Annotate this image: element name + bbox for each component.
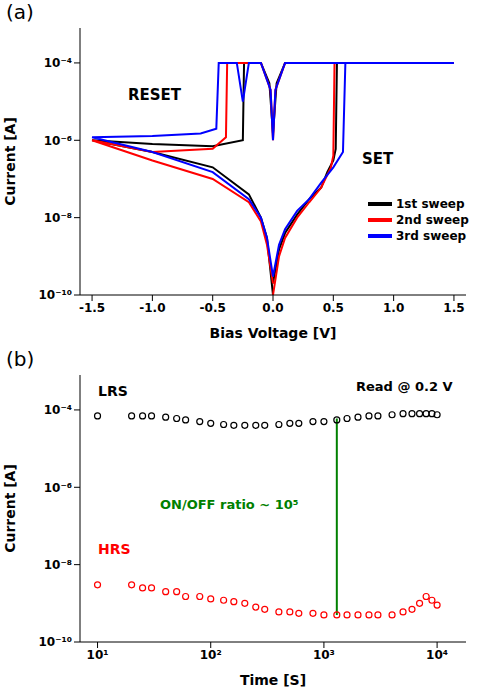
svg-text:Bias Voltage [V]: Bias Voltage [V] bbox=[210, 325, 337, 341]
svg-text:-1.5: -1.5 bbox=[79, 301, 105, 315]
svg-text:10⁻⁶: 10⁻⁶ bbox=[44, 134, 72, 148]
svg-text:-1.0: -1.0 bbox=[139, 301, 165, 315]
svg-text:0.0: 0.0 bbox=[262, 301, 283, 315]
html-text:LRS: LRS bbox=[98, 383, 128, 399]
svg-text:0.5: 0.5 bbox=[323, 301, 344, 315]
svg-text:10⁻⁸: 10⁻⁸ bbox=[44, 211, 72, 225]
svg-text:1.5: 1.5 bbox=[443, 301, 464, 315]
html-text:(a): (a) bbox=[6, 0, 34, 24]
html-text:HRS: HRS bbox=[98, 541, 131, 557]
svg-text:1.0: 1.0 bbox=[383, 301, 404, 315]
html-text:1st sweep: 1st sweep bbox=[396, 197, 465, 211]
svg-text:Current [A]: Current [A] bbox=[2, 464, 18, 553]
svg-text:10¹: 10¹ bbox=[87, 648, 109, 662]
svg-text:10⁻⁸: 10⁻⁸ bbox=[44, 558, 72, 572]
html-text:Read @ 0.2 V: Read @ 0.2 V bbox=[356, 379, 453, 394]
svg-text:Current [A]: Current [A] bbox=[2, 117, 18, 206]
svg-text:Time [S]: Time [S] bbox=[240, 672, 306, 688]
svg-text:10²: 10² bbox=[200, 648, 222, 662]
html-text:(b): (b) bbox=[6, 347, 35, 371]
html-text:RESET: RESET bbox=[128, 86, 182, 104]
svg-text:10⁻⁴: 10⁻⁴ bbox=[44, 56, 72, 70]
svg-text:-0.5: -0.5 bbox=[200, 301, 226, 315]
svg-text:10⁴: 10⁴ bbox=[426, 648, 448, 662]
svg-text:10⁻¹⁰: 10⁻¹⁰ bbox=[38, 635, 72, 649]
html-text:ON/OFF ratio ~ 10⁵: ON/OFF ratio ~ 10⁵ bbox=[160, 497, 299, 512]
svg-text:10⁻¹⁰: 10⁻¹⁰ bbox=[38, 288, 72, 302]
html-text:2nd sweep: 2nd sweep bbox=[396, 213, 469, 227]
svg-text:10³: 10³ bbox=[313, 648, 335, 662]
svg-text:10⁻⁶: 10⁻⁶ bbox=[44, 481, 72, 495]
html-text:3rd sweep: 3rd sweep bbox=[396, 229, 467, 243]
svg-text:10⁻⁴: 10⁻⁴ bbox=[44, 403, 72, 417]
html-text:SET: SET bbox=[362, 150, 394, 168]
